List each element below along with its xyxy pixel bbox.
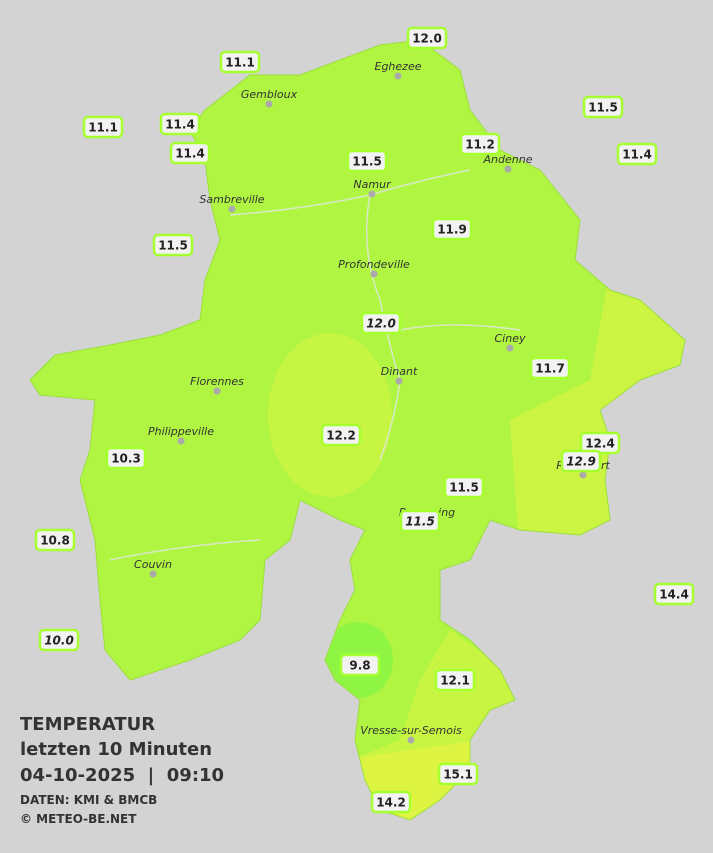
- station-box: [406, 26, 448, 50]
- station-box: [159, 112, 201, 136]
- station-box: [653, 582, 695, 606]
- city-dot: [579, 471, 587, 479]
- station-value: 11.1: [225, 56, 255, 70]
- station-value: 11.5: [352, 155, 382, 169]
- station-value: 12.1: [440, 674, 470, 688]
- station-value: 10.3: [111, 452, 141, 466]
- station-box: [431, 217, 473, 241]
- station-value: 12.4: [585, 437, 615, 451]
- station-value: 12.0: [366, 317, 396, 331]
- station-box: [399, 509, 441, 533]
- city-label: Ciney: [495, 332, 526, 345]
- station-value: 11.5: [158, 239, 188, 253]
- station-box: [169, 141, 211, 165]
- city-label: Vresse-sur-Semois: [360, 724, 462, 737]
- city-dot: [265, 100, 273, 108]
- city-label: Philippeville: [148, 425, 214, 438]
- station-value: 11.9: [437, 223, 467, 237]
- city-dot: [504, 165, 512, 173]
- city-dot: [213, 387, 221, 395]
- station-value: 11.4: [175, 147, 205, 161]
- city-label: Couvin: [134, 558, 172, 571]
- city-dot: [370, 270, 378, 278]
- city-dot: [177, 437, 185, 445]
- station-value: 11.4: [165, 118, 195, 132]
- city-dot: [228, 205, 236, 213]
- station-value: 11.5: [405, 515, 435, 529]
- legend-credit: © METEO-BE.NET: [20, 812, 137, 826]
- city-label: Sambreville: [199, 193, 264, 206]
- city-dot: [407, 736, 415, 744]
- station-box: [582, 95, 624, 119]
- station-box: [529, 356, 571, 380]
- station-box: [38, 628, 80, 652]
- station-box: [219, 50, 261, 74]
- city-dot: [506, 344, 514, 352]
- city-dot: [368, 190, 376, 198]
- station-value: 10.0: [44, 634, 74, 648]
- station-value: 15.1: [443, 768, 473, 782]
- station-box: [34, 528, 76, 552]
- station-value: 10.8: [40, 534, 70, 548]
- city-label: Eghezee: [375, 60, 422, 73]
- station-box: [370, 790, 412, 814]
- station-box: [434, 668, 476, 692]
- station-value: 14.2: [376, 796, 406, 810]
- station-value: 11.7: [535, 362, 565, 376]
- station-value: 11.2: [465, 138, 495, 152]
- station-box: [339, 653, 381, 677]
- station-value: 12.9: [566, 455, 596, 469]
- legend-source: DATEN: KMI & BMCB: [20, 793, 157, 807]
- city-label: Andenne: [483, 153, 533, 166]
- city-label: Florennes: [190, 375, 244, 388]
- station-value: 12.2: [326, 429, 356, 443]
- station-box: [346, 149, 388, 173]
- station-box: [320, 423, 362, 447]
- city-label: Profondeville: [338, 258, 410, 271]
- city-label: Dinant: [381, 365, 418, 378]
- station-value: 14.4: [659, 588, 689, 602]
- station-value: 11.5: [449, 481, 479, 495]
- station-value: 11.4: [622, 148, 652, 162]
- city-dot: [395, 377, 403, 385]
- station-box: [616, 142, 658, 166]
- station-box: [105, 446, 147, 470]
- station-value: 11.1: [88, 121, 118, 135]
- station-box: [152, 233, 194, 257]
- station-box: [82, 115, 124, 139]
- station-box: [443, 475, 485, 499]
- city-dot: [394, 72, 402, 80]
- city-label: Namur: [353, 178, 392, 191]
- station-value: 11.5: [588, 101, 618, 115]
- legend-period: letzten 10 Minuten: [20, 739, 212, 760]
- station-box: [560, 449, 602, 473]
- legend-datetime: 04-10-2025 | 09:10: [20, 765, 224, 786]
- city-dot: [149, 570, 157, 578]
- legend-title: TEMPERATUR: [20, 714, 155, 735]
- city-label: Gembloux: [241, 88, 298, 101]
- station-box: [459, 132, 501, 156]
- station-value: 9.8: [349, 659, 370, 673]
- station-box: [360, 311, 402, 335]
- station-box: [437, 762, 479, 786]
- station-value: 12.0: [412, 32, 442, 46]
